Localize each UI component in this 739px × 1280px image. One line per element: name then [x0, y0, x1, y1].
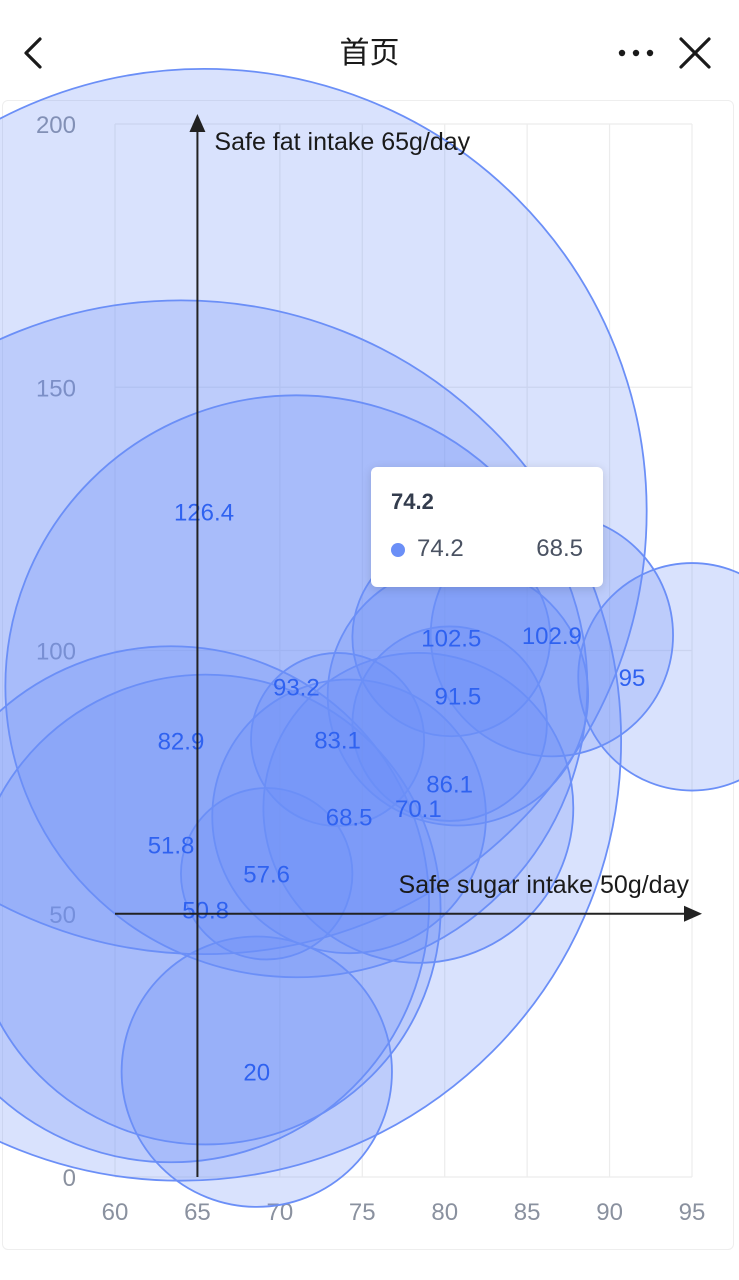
- bubble-data-label: 102.9: [522, 623, 582, 650]
- bubbles-layer: [0, 68, 739, 1208]
- bubble-data-label: 70.1: [395, 796, 442, 823]
- tooltip-y-value: 68.5: [536, 535, 583, 562]
- bubble-data-label: 51.8: [148, 832, 195, 859]
- bubble-point: [262, 652, 575, 964]
- page-title: 首页: [339, 36, 400, 71]
- bubble-point: [211, 678, 487, 955]
- tooltip: 74.2 74.2 68.5: [371, 467, 603, 587]
- tooltip-series-dot: [391, 543, 405, 557]
- sugar-limit-label: Safe sugar intake 50g/day: [399, 871, 690, 899]
- close-icon: [679, 37, 711, 69]
- x-tick-label: 80: [431, 1199, 458, 1226]
- bubble-point: [577, 562, 739, 792]
- bubble-point: [120, 935, 393, 1208]
- y-tick-label: 100: [36, 639, 76, 666]
- bubble-point: [0, 673, 442, 1146]
- x-tick-label: 75: [349, 1199, 376, 1226]
- reference-axes-layer: Safe fat intake 65g/day Safe sugar intake…: [115, 114, 702, 1177]
- bubble-point: [0, 645, 430, 1164]
- bubble-data-label: 95: [619, 665, 646, 692]
- bubble-data-label: 93.2: [273, 674, 320, 701]
- close-button[interactable]: [672, 30, 718, 76]
- nav-bar: 首页: [0, 0, 739, 100]
- x-tick-label: 60: [102, 1199, 129, 1226]
- more-dots-icon: [618, 49, 654, 57]
- tooltip-title: 74.2: [391, 489, 434, 514]
- sugar-limit-arrowhead: [684, 905, 702, 922]
- x-tick-label: 85: [514, 1199, 541, 1226]
- fat-limit-label: Safe fat intake 65g/day: [214, 128, 470, 156]
- tooltip-x-value: 74.2: [417, 535, 464, 562]
- bubble-point: [0, 68, 648, 955]
- bubble-data-label: 68.5: [326, 804, 373, 831]
- y-tick-label: 50: [49, 902, 76, 929]
- bubble-point: [351, 625, 548, 822]
- more-button[interactable]: [612, 30, 662, 76]
- bubble-labels-layer: 95 102.9 91.5 102.5 86.170.1 68.5 83.1 93.2 57.6…: [148, 500, 646, 1087]
- bubble-data-label: 20: [243, 1060, 270, 1087]
- bubble-point: [180, 787, 354, 961]
- y-tick-label: 200: [36, 112, 76, 139]
- back-button[interactable]: [18, 30, 58, 76]
- bubble-data-label: 86.1: [426, 772, 473, 799]
- bubble-data-label: 50.8: [182, 898, 229, 925]
- x-tick-label: 90: [596, 1199, 623, 1226]
- fat-limit-arrowhead: [189, 114, 206, 132]
- bubble-data-label: 91.5: [435, 683, 482, 710]
- bubble-data-label: 57.6: [243, 862, 290, 889]
- chevron-left-icon: [24, 37, 42, 69]
- x-tick-label: 95: [679, 1199, 706, 1226]
- bubble-data-label: 83.1: [314, 727, 361, 754]
- chart-card: [2, 100, 734, 1250]
- y-tick-label: 150: [36, 375, 76, 402]
- x-tick-label: 65: [184, 1199, 211, 1226]
- bubble-data-label: 102.5: [421, 625, 481, 652]
- bubble-data-label: 126.4: [174, 500, 234, 527]
- y-tick-label: 0: [63, 1165, 76, 1192]
